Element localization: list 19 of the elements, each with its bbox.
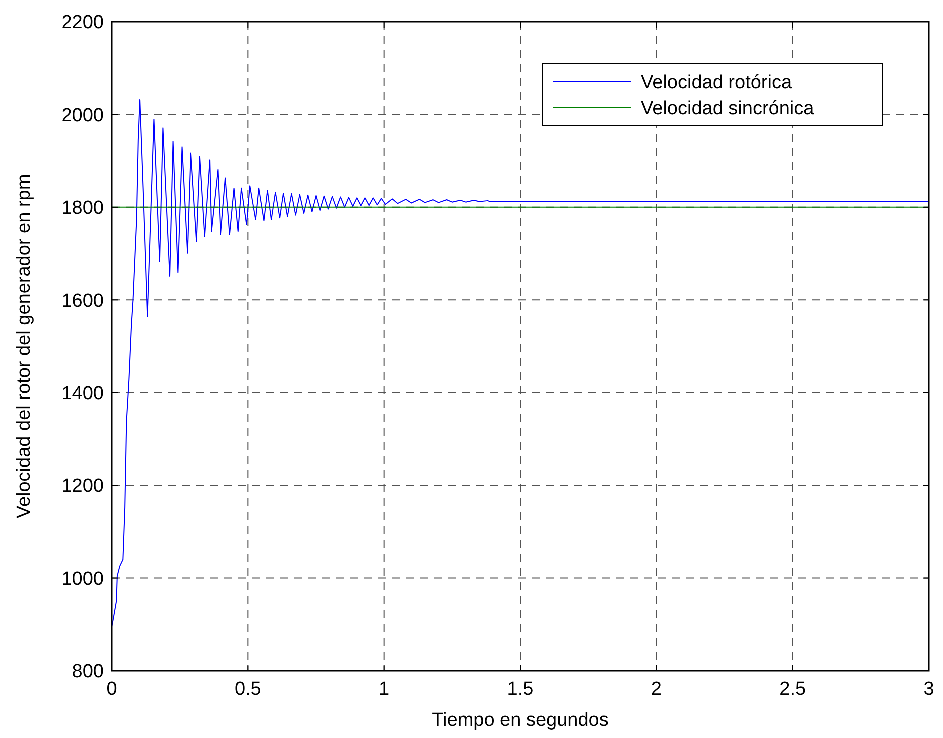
y-tick-label: 1400 [62, 384, 104, 405]
y-tick-label: 1200 [62, 476, 104, 498]
x-axis-title: Tiempo en segundos [432, 710, 609, 731]
legend-label: Velocidad rotórica [641, 72, 792, 94]
y-tick-label: 2000 [62, 105, 104, 126]
x-tick-label: 1.5 [507, 679, 534, 700]
x-tick-label: 0 [106, 679, 118, 700]
x-tick-label: 3 [924, 679, 934, 700]
x-tick-label: 2 [651, 679, 662, 700]
y-tick-label: 800 [72, 662, 104, 683]
y-tick-label: 2200 [62, 12, 104, 34]
legend-label: Velocidad sincrónica [641, 98, 815, 120]
x-tick-label: 2.5 [780, 679, 806, 700]
y-axis-title: Velocidad del rotor del generador en rpm [14, 174, 35, 519]
y-tick-label: 1000 [62, 568, 104, 590]
y-tick-label: 1800 [62, 198, 104, 220]
x-tick-label: 1 [379, 679, 390, 700]
y-tick-label: 1600 [62, 290, 104, 312]
x-tick-label: 0.5 [234, 679, 262, 700]
